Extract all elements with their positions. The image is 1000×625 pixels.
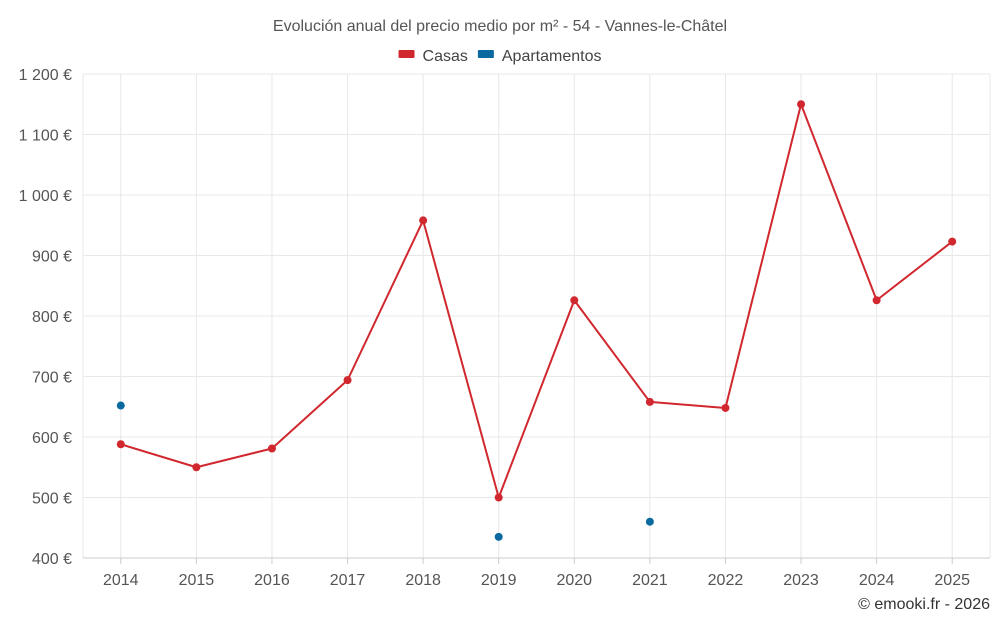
grid	[82, 73, 991, 558]
data-point[interactable]	[116, 401, 125, 410]
legend-label: Apartamentos	[502, 48, 602, 65]
y-tick-label: 800 €	[32, 309, 72, 326]
data-point[interactable]	[419, 216, 428, 225]
x-tick-label: 2021	[632, 572, 668, 589]
y-tick-label: 1 000 €	[19, 188, 72, 205]
series-casas	[116, 100, 957, 502]
y-axis: 400 € 500 € 600 € 700 € 800 € 900 € 1 000 € 1 1…	[19, 67, 72, 568]
x-tick-label: 2016	[254, 572, 290, 589]
y-tick-label: 400 €	[32, 551, 72, 568]
legend-swatch	[477, 50, 494, 58]
data-point[interactable]	[645, 397, 654, 406]
data-point[interactable]	[267, 444, 276, 453]
series-layer	[116, 100, 957, 541]
x-tick-label: 2019	[481, 572, 517, 589]
legend: Casas Apartamentos	[398, 48, 602, 65]
legend-item[interactable]: Apartamentos	[477, 48, 602, 65]
y-tick-label: 500 €	[32, 491, 72, 508]
data-point[interactable]	[192, 463, 201, 472]
data-point[interactable]	[948, 237, 957, 246]
credit-text: © emooki.fr - 2026	[858, 596, 990, 613]
x-tick-label: 2014	[103, 572, 139, 589]
x-tick-label: 2022	[708, 572, 744, 589]
legend-label: Casas	[423, 48, 468, 65]
chart-title: Evolución anual del precio medio por m² …	[273, 18, 727, 35]
x-axis: 2014 2015 2016 2017 2018 2019 2020 2021 2022 2023…	[83, 557, 990, 589]
x-tick-label: 2025	[934, 572, 970, 589]
data-point[interactable]	[116, 440, 125, 449]
data-point[interactable]	[494, 493, 503, 502]
y-tick-label: 600 €	[32, 430, 72, 447]
data-point[interactable]	[797, 100, 806, 109]
data-point[interactable]	[494, 532, 503, 541]
data-point[interactable]	[343, 376, 352, 385]
x-tick-label: 2020	[556, 572, 592, 589]
data-point[interactable]	[570, 296, 579, 305]
x-tick-label: 2023	[783, 572, 819, 589]
x-tick-label: 2024	[859, 572, 895, 589]
x-tick-label: 2017	[330, 572, 366, 589]
data-point[interactable]	[645, 517, 654, 526]
data-point[interactable]	[872, 296, 881, 305]
x-tick-label: 2018	[405, 572, 441, 589]
series-apartamentos	[116, 401, 654, 541]
data-point[interactable]	[721, 403, 730, 412]
y-tick-label: 700 €	[32, 370, 72, 387]
legend-swatch	[398, 50, 415, 58]
legend-item[interactable]: Casas	[398, 48, 468, 65]
y-tick-label: 1 100 €	[19, 128, 72, 145]
x-tick-label: 2015	[179, 572, 215, 589]
series-line	[120, 103, 953, 499]
y-tick-label: 1 200 €	[19, 67, 72, 84]
y-tick-label: 900 €	[32, 249, 72, 266]
